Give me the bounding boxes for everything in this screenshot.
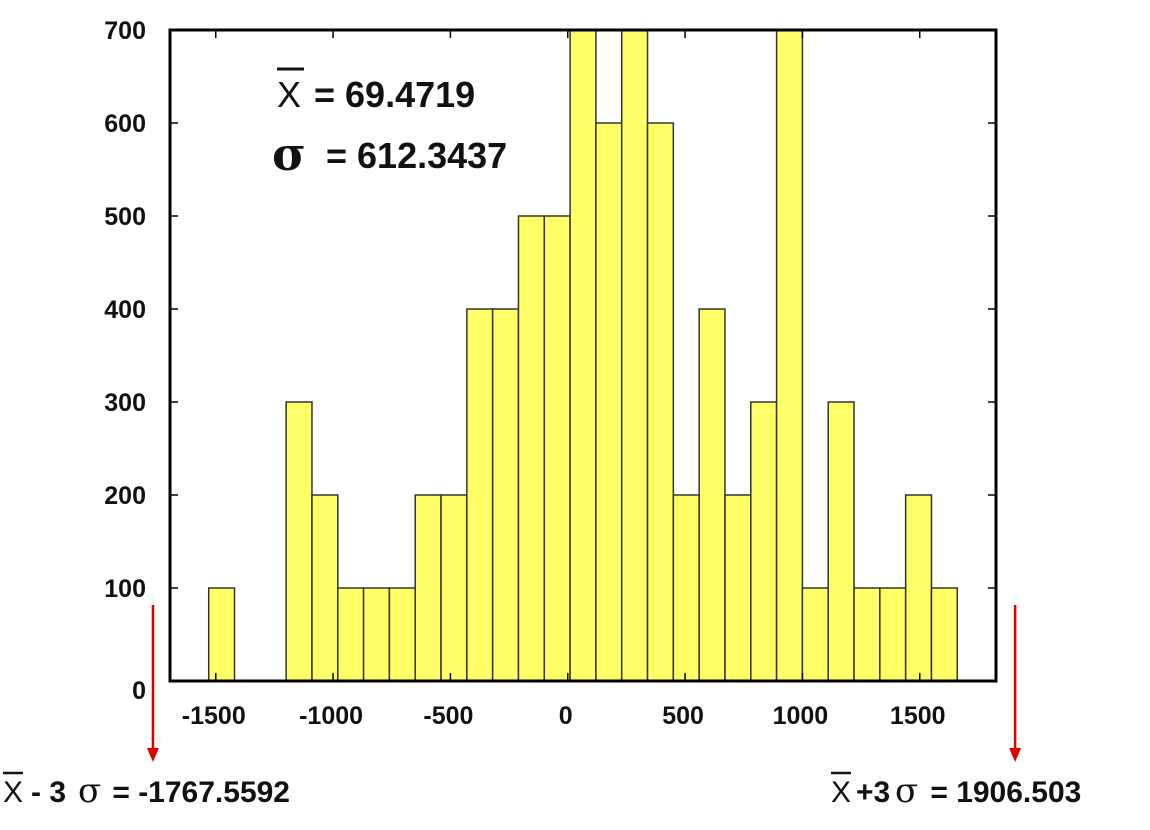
plot-frame: [168, 28, 998, 683]
mean-value: = 69.4719: [314, 74, 475, 115]
histogram-bar-10: [517, 215, 546, 682]
lower-limit-value: = -1767.5592: [104, 776, 290, 809]
lower-limit-arrow-head: [146, 748, 159, 762]
upper-limit-mean-symbol: X: [831, 776, 851, 809]
y-tick-label-600: 600: [104, 110, 146, 138]
x-tick-label-500: 500: [662, 702, 704, 730]
mean-symbol: X: [277, 74, 301, 115]
mean-annotation: X = 69.4719: [277, 67, 475, 115]
histogram-bars: [207, 29, 959, 682]
sigma-annotation: σ = 612.3437: [272, 127, 507, 181]
upper-limit-sigma-symbol: σ: [895, 771, 918, 811]
upper-limit-op: +3: [856, 776, 890, 809]
histogram-bar-12: [569, 29, 597, 682]
histogram-bar-16: [672, 494, 700, 682]
histogram-bar-22: [827, 401, 855, 682]
y-tick-label-300: 300: [104, 389, 146, 417]
histogram-bar-5: [388, 587, 416, 682]
y-tick-label-0: 0: [132, 677, 146, 705]
histogram-bar-3: [337, 587, 365, 682]
lower-limit-label: X - 3 σ = -1767.5592: [3, 771, 290, 811]
histogram-bar-7: [440, 494, 468, 682]
upper-limit-value: = 1906.503: [922, 776, 1081, 809]
x-tick-label-1000: 1000: [773, 702, 829, 730]
y-tick-label-700: 700: [104, 17, 146, 45]
histogram-bar-17: [698, 308, 726, 682]
histogram-bar-20: [775, 29, 804, 682]
histogram-bar-2: [311, 494, 339, 682]
histogram-bar-18: [724, 494, 752, 682]
sigma-value: = 612.3437: [326, 135, 507, 176]
upper-limit-arrow-head: [1009, 748, 1022, 762]
x-tick-label--500: -500: [423, 702, 473, 730]
histogram-bar-23: [853, 587, 881, 682]
histogram-bar-24: [879, 587, 907, 682]
histogram-bar-8: [466, 308, 494, 682]
y-tick-label-500: 500: [104, 203, 146, 231]
sigma-symbol: σ: [272, 127, 306, 181]
lower-limit-mean-symbol: X: [3, 776, 23, 809]
y-tick-label-100: 100: [104, 575, 146, 603]
y-axis-tick-labels: 0 100 200 300 400 500 600 700: [104, 17, 146, 705]
histogram-bar-15: [646, 122, 675, 682]
x-tick-label-1500: 1500: [890, 702, 946, 730]
histogram-bar-4: [362, 587, 391, 682]
y-tick-label-400: 400: [104, 296, 146, 324]
histogram-bar-26: [930, 587, 959, 682]
upper-limit-label: X +3 σ = 1906.503: [831, 771, 1081, 811]
control-limit-arrows: [146, 605, 1022, 762]
y-tick-label-200: 200: [104, 482, 146, 510]
x-tick-label-0: 0: [559, 702, 573, 730]
histogram-bar-11: [543, 215, 571, 682]
histogram-bar-19: [750, 401, 778, 682]
histogram-bar-9: [491, 308, 520, 682]
histogram-bar-14: [620, 29, 649, 682]
x-axis-tick-labels: -1500 -1000 -500 0 500 1000 1500: [182, 702, 946, 730]
histogram-bar-13: [595, 122, 623, 682]
histogram-bar-25: [904, 494, 933, 682]
lower-limit-op: - 3: [31, 776, 66, 809]
axis-ticks: [170, 29, 996, 682]
histogram-bar-6: [414, 494, 442, 682]
histogram-bar-1: [285, 401, 313, 682]
histogram-bar-0: [207, 587, 236, 682]
lower-limit-sigma-symbol: σ: [78, 771, 101, 811]
x-tick-label--1500: -1500: [182, 702, 246, 730]
histogram-bar-21: [801, 587, 829, 682]
x-tick-label--1000: -1000: [299, 702, 363, 730]
